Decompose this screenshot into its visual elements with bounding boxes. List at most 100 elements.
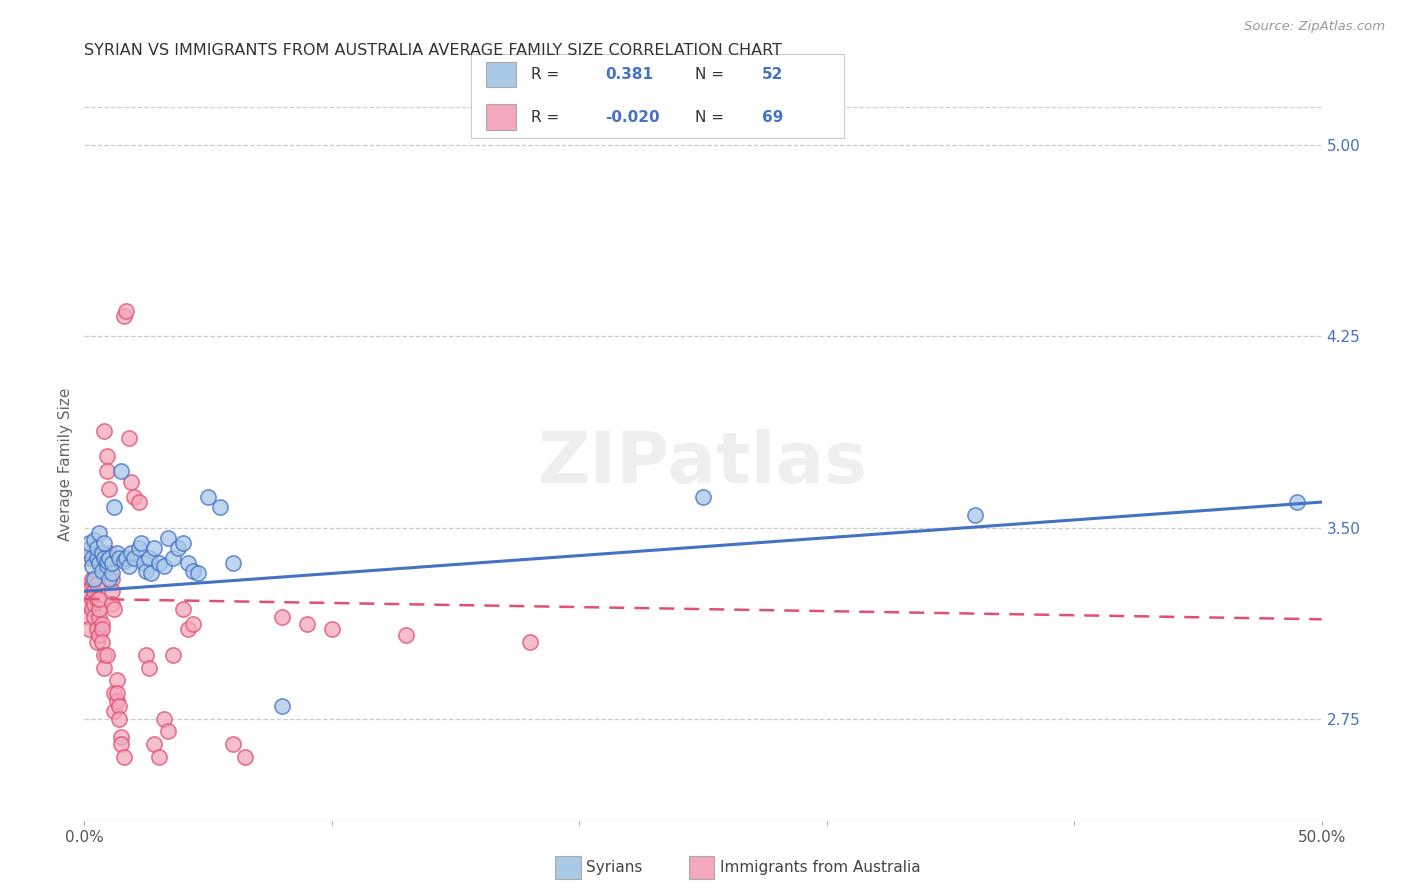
Point xyxy=(83,533,105,548)
Point xyxy=(86,576,108,591)
Point xyxy=(96,648,118,662)
Point xyxy=(86,541,108,555)
Point xyxy=(118,431,141,445)
Point xyxy=(93,661,115,675)
Point xyxy=(181,564,204,578)
Point xyxy=(128,495,150,509)
Text: 52: 52 xyxy=(762,67,783,82)
Text: R =: R = xyxy=(530,67,564,82)
Text: ZIPatlas: ZIPatlas xyxy=(538,429,868,499)
Point xyxy=(89,525,111,540)
Text: N =: N = xyxy=(695,110,728,125)
Point xyxy=(177,556,200,570)
Point xyxy=(79,536,101,550)
Point xyxy=(197,490,219,504)
Point xyxy=(162,648,184,662)
Point xyxy=(965,508,987,522)
Point xyxy=(80,572,103,586)
Text: Source: ZipAtlas.com: Source: ZipAtlas.com xyxy=(1244,20,1385,33)
Point xyxy=(93,536,115,550)
Point xyxy=(83,572,105,586)
Text: 0.381: 0.381 xyxy=(605,67,654,82)
Point xyxy=(93,551,115,566)
Text: -0.020: -0.020 xyxy=(605,110,659,125)
Point xyxy=(80,558,103,573)
Text: Immigrants from Australia: Immigrants from Australia xyxy=(720,860,921,874)
Point xyxy=(181,617,204,632)
Text: N =: N = xyxy=(695,67,728,82)
Point xyxy=(108,712,131,726)
Point xyxy=(172,602,194,616)
Point xyxy=(135,564,157,578)
Point xyxy=(110,730,132,744)
Point xyxy=(141,566,163,581)
Point xyxy=(96,465,118,479)
Point xyxy=(120,475,142,489)
Point xyxy=(100,556,122,570)
Point xyxy=(76,551,98,566)
Point xyxy=(86,635,108,649)
FancyBboxPatch shape xyxy=(486,62,516,87)
Point xyxy=(112,750,135,764)
Point xyxy=(142,737,165,751)
Point xyxy=(98,546,121,560)
Point xyxy=(135,648,157,662)
Point xyxy=(271,609,294,624)
Point xyxy=(89,556,111,570)
Point xyxy=(103,500,125,515)
Point xyxy=(233,750,256,764)
Point xyxy=(89,627,111,641)
Point xyxy=(122,551,145,566)
Point xyxy=(86,591,108,606)
Point xyxy=(93,648,115,662)
Point xyxy=(83,584,105,599)
Point xyxy=(100,572,122,586)
Point xyxy=(89,609,111,624)
Point xyxy=(79,623,101,637)
Point xyxy=(152,712,174,726)
Point xyxy=(90,617,112,632)
Y-axis label: Average Family Size: Average Family Size xyxy=(58,387,73,541)
Point xyxy=(86,551,108,566)
Point xyxy=(105,673,128,688)
Point xyxy=(120,546,142,560)
Point xyxy=(395,627,418,641)
Point xyxy=(115,551,138,566)
Point xyxy=(98,551,121,566)
Point xyxy=(295,617,318,632)
Point xyxy=(105,686,128,700)
Point xyxy=(100,566,122,581)
Point xyxy=(122,490,145,504)
Text: 69: 69 xyxy=(762,110,783,125)
Point xyxy=(98,483,121,497)
Point xyxy=(152,558,174,573)
Point xyxy=(79,597,101,611)
Point xyxy=(110,737,132,751)
Point xyxy=(222,556,245,570)
Point xyxy=(83,609,105,624)
Point xyxy=(76,543,98,558)
Point xyxy=(89,591,111,606)
Point xyxy=(162,551,184,566)
Point xyxy=(110,465,132,479)
Point xyxy=(1285,495,1308,509)
Point xyxy=(98,572,121,586)
Point xyxy=(222,737,245,751)
FancyBboxPatch shape xyxy=(486,104,516,130)
Text: Syrians: Syrians xyxy=(586,860,643,874)
Point xyxy=(321,623,343,637)
Point xyxy=(142,541,165,555)
Point xyxy=(148,556,170,570)
Point xyxy=(519,635,541,649)
Point xyxy=(157,724,180,739)
Point xyxy=(96,554,118,568)
Point xyxy=(132,556,155,570)
Point xyxy=(692,490,714,504)
Point xyxy=(115,304,138,318)
Point xyxy=(105,694,128,708)
Point xyxy=(138,551,160,566)
Point xyxy=(157,531,180,545)
Point xyxy=(96,558,118,573)
Point xyxy=(86,623,108,637)
Point xyxy=(103,686,125,700)
